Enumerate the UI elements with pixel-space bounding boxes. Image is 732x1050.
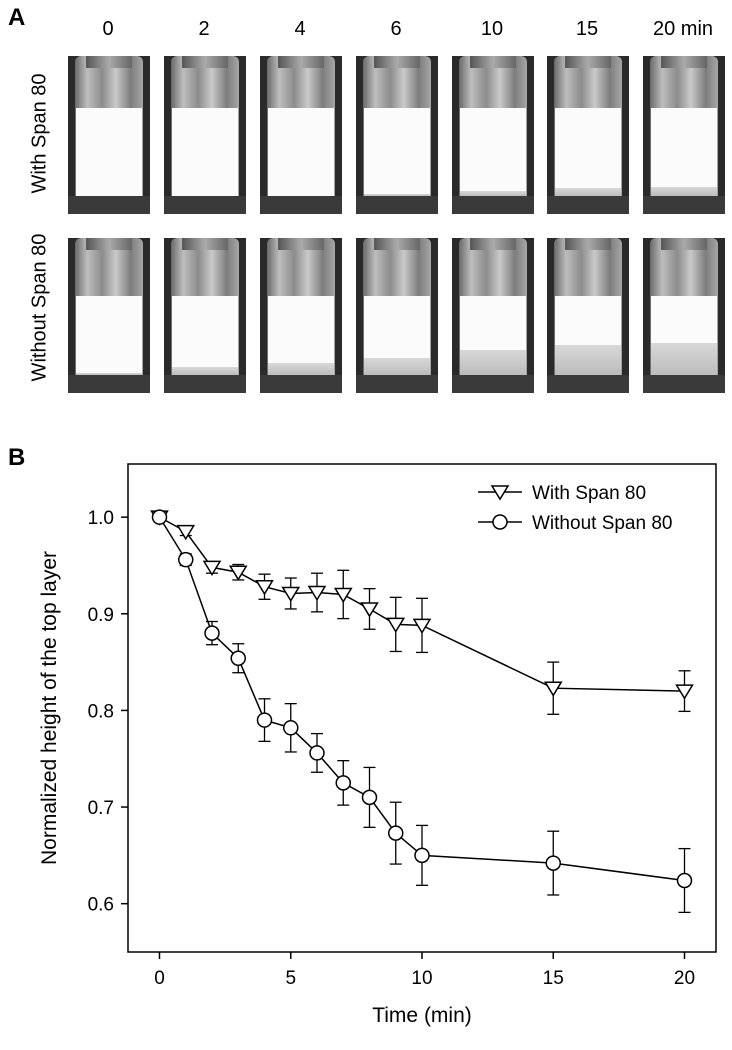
vial-with-5 (547, 56, 629, 214)
point-with-span80-6 (307, 585, 327, 602)
row-label-without-span80: Without Span 80 (28, 233, 51, 382)
x-tick-label-2: 10 (411, 968, 432, 989)
x-tick-label-4: 20 (674, 968, 695, 989)
vial-with-2 (260, 56, 342, 214)
vial-without-0 (68, 238, 150, 393)
x-axis-label: Time (min) (372, 1004, 472, 1027)
y-tick-label-3: 0.9 (88, 605, 114, 626)
time-label-1: 2 (198, 18, 210, 40)
vial-without-1 (164, 238, 246, 393)
vial-with-6 (643, 56, 725, 214)
point-with-span80-3 (228, 565, 248, 581)
point-without-span80-9 (388, 825, 404, 841)
point-without-span80-8 (361, 789, 378, 806)
vial-with-4 (452, 56, 534, 214)
time-label-6: 20 min (652, 18, 714, 40)
x-tick-label-3: 15 (543, 968, 564, 989)
legend-label-with-span80: With Span 80 (532, 483, 646, 504)
vial-without-3 (356, 238, 438, 393)
legend-marker-without-span80 (492, 514, 508, 530)
point-with-span80-1 (176, 524, 196, 541)
y-tick-label-4: 1.0 (88, 508, 114, 529)
point-without-span80-12 (676, 872, 693, 889)
y-tick-label-2: 0.8 (88, 701, 114, 722)
y-tick-label-0: 0.6 (88, 895, 114, 916)
point-with-span80-7 (333, 587, 353, 604)
time-label-5: 15 (575, 18, 599, 40)
point-with-span80-12 (675, 684, 694, 700)
point-without-span80-2 (204, 625, 220, 641)
y-tick-label-1: 0.7 (88, 798, 114, 819)
point-without-span80-5 (283, 720, 299, 736)
point-without-span80-3 (230, 650, 246, 666)
vial-without-2 (260, 238, 342, 393)
point-with-span80-5 (281, 586, 301, 603)
chart: 0 5 10 15 20 0.6 0.7 0.8 0.9 1.0 Time (min) Normali… (38, 463, 717, 1027)
point-with-span80-4 (255, 579, 274, 596)
point-with-span80-2 (202, 560, 222, 577)
point-with-span80-11 (543, 681, 563, 697)
vial-with-3 (356, 56, 438, 214)
point-with-span80-8 (360, 602, 379, 618)
point-without-span80-11 (545, 855, 561, 871)
time-label-0: 0 (102, 18, 114, 40)
point-without-span80-0 (151, 509, 168, 525)
point-with-span80-10 (412, 618, 432, 635)
point-without-span80-4 (256, 712, 273, 728)
point-with-span80-9 (386, 617, 406, 634)
x-tick-label-0: 0 (154, 968, 165, 989)
time-label-4: 10 (480, 18, 504, 40)
legend-marker-with-span80 (490, 485, 510, 501)
y-axis-label: Normalized height of the top layer (38, 551, 61, 865)
point-without-span80-7 (335, 775, 351, 791)
vial-without-4 (452, 238, 534, 393)
point-without-span80-6 (309, 745, 325, 761)
point-without-span80-10 (414, 847, 430, 864)
vial-without-6 (643, 238, 725, 393)
point-without-span80-1 (178, 551, 194, 568)
row-label-with-span80: With Span 80 (28, 73, 51, 194)
vial-without-5 (547, 238, 629, 393)
panel-b-label: B (8, 444, 26, 471)
vial-with-0 (68, 56, 150, 214)
time-label-3: 6 (390, 18, 402, 40)
panel-a-label: A (8, 4, 26, 31)
x-tick-label-1: 5 (285, 968, 296, 989)
legend-label-without-span80: Without Span 80 (532, 513, 672, 534)
time-label-2: 4 (294, 18, 306, 40)
vial-with-1 (164, 56, 246, 214)
